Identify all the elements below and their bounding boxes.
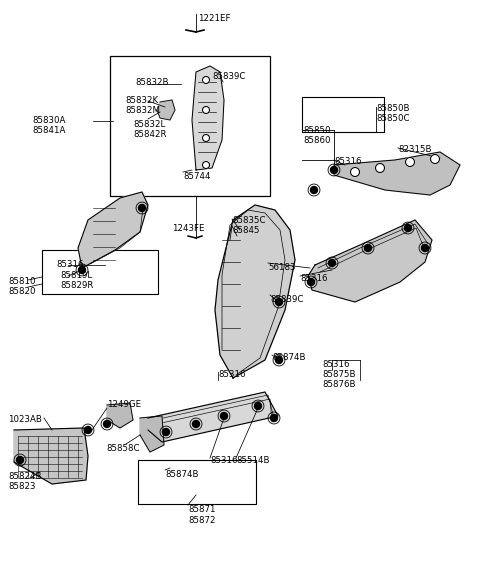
Text: 85839C: 85839C: [270, 295, 303, 304]
Circle shape: [254, 402, 262, 409]
Polygon shape: [107, 403, 133, 428]
Circle shape: [16, 457, 24, 464]
Text: 85850C: 85850C: [376, 114, 409, 123]
Text: 85845: 85845: [232, 226, 260, 235]
Bar: [42, 250, 158, 294]
Polygon shape: [14, 428, 88, 484]
Circle shape: [308, 279, 314, 286]
Circle shape: [203, 161, 209, 169]
Polygon shape: [308, 220, 432, 302]
Circle shape: [139, 205, 145, 212]
Text: 85832L: 85832L: [133, 120, 165, 129]
Text: 85514B: 85514B: [236, 456, 269, 465]
Text: 85820: 85820: [8, 287, 36, 296]
Circle shape: [328, 260, 336, 266]
Text: 1221EF: 1221EF: [198, 14, 230, 23]
Text: 85858C: 85858C: [106, 444, 140, 453]
Text: 85316: 85316: [322, 360, 349, 369]
Circle shape: [276, 298, 283, 306]
Circle shape: [350, 168, 360, 176]
Text: 85874B: 85874B: [165, 470, 199, 479]
Text: 85744: 85744: [183, 172, 211, 181]
Text: 85823: 85823: [8, 482, 36, 491]
Text: 85819L: 85819L: [60, 271, 92, 280]
Text: 85871: 85871: [188, 505, 216, 514]
Text: 85876B: 85876B: [322, 380, 356, 389]
Text: 85872: 85872: [188, 516, 216, 525]
Bar: [110, 56, 270, 196]
Text: 85316: 85316: [300, 274, 327, 283]
Circle shape: [203, 135, 209, 142]
Text: 85850: 85850: [303, 126, 331, 135]
Circle shape: [375, 164, 384, 172]
Text: 85835C: 85835C: [232, 216, 265, 225]
Polygon shape: [148, 392, 278, 442]
Circle shape: [203, 106, 209, 113]
Circle shape: [104, 421, 110, 428]
Text: 85841A: 85841A: [32, 126, 65, 135]
Polygon shape: [140, 416, 164, 452]
Polygon shape: [192, 66, 224, 170]
Text: 85832K: 85832K: [125, 96, 158, 105]
Text: 85832B: 85832B: [135, 78, 168, 87]
Circle shape: [331, 166, 337, 173]
Circle shape: [220, 413, 228, 420]
Text: 85316: 85316: [56, 260, 84, 269]
Text: 85832M: 85832M: [125, 106, 160, 115]
Text: 85829R: 85829R: [60, 281, 94, 290]
Polygon shape: [215, 205, 295, 378]
Circle shape: [431, 154, 440, 164]
Circle shape: [421, 244, 429, 251]
Circle shape: [163, 428, 169, 435]
Text: 1243FE: 1243FE: [172, 224, 204, 233]
Polygon shape: [157, 100, 175, 120]
Circle shape: [79, 266, 85, 273]
Bar: [302, 97, 384, 132]
Circle shape: [364, 244, 372, 251]
Text: 85316: 85316: [334, 157, 361, 166]
Text: 85830A: 85830A: [32, 116, 65, 125]
Text: 85842R: 85842R: [133, 130, 167, 139]
Text: 85316: 85316: [218, 370, 245, 379]
Text: 56183: 56183: [268, 263, 296, 272]
Circle shape: [192, 421, 200, 428]
Text: 85316: 85316: [210, 456, 238, 465]
Circle shape: [271, 414, 277, 421]
Polygon shape: [78, 192, 148, 268]
Text: 85860: 85860: [303, 136, 331, 145]
Circle shape: [406, 157, 415, 166]
Text: 85850B: 85850B: [376, 104, 409, 113]
Circle shape: [203, 76, 209, 83]
Circle shape: [84, 427, 92, 434]
Text: 85875B: 85875B: [322, 370, 356, 379]
Circle shape: [405, 224, 411, 232]
Polygon shape: [334, 152, 460, 195]
Text: 85824B: 85824B: [8, 472, 41, 481]
Text: 82315B: 82315B: [398, 145, 432, 154]
Text: 1023AB: 1023AB: [8, 415, 42, 424]
Text: 85810: 85810: [8, 277, 36, 286]
Bar: [138, 460, 256, 504]
Circle shape: [311, 187, 317, 194]
Circle shape: [276, 357, 283, 364]
Text: 1249GE: 1249GE: [107, 400, 141, 409]
Text: 85839C: 85839C: [212, 72, 245, 81]
Text: 85874B: 85874B: [272, 353, 305, 362]
